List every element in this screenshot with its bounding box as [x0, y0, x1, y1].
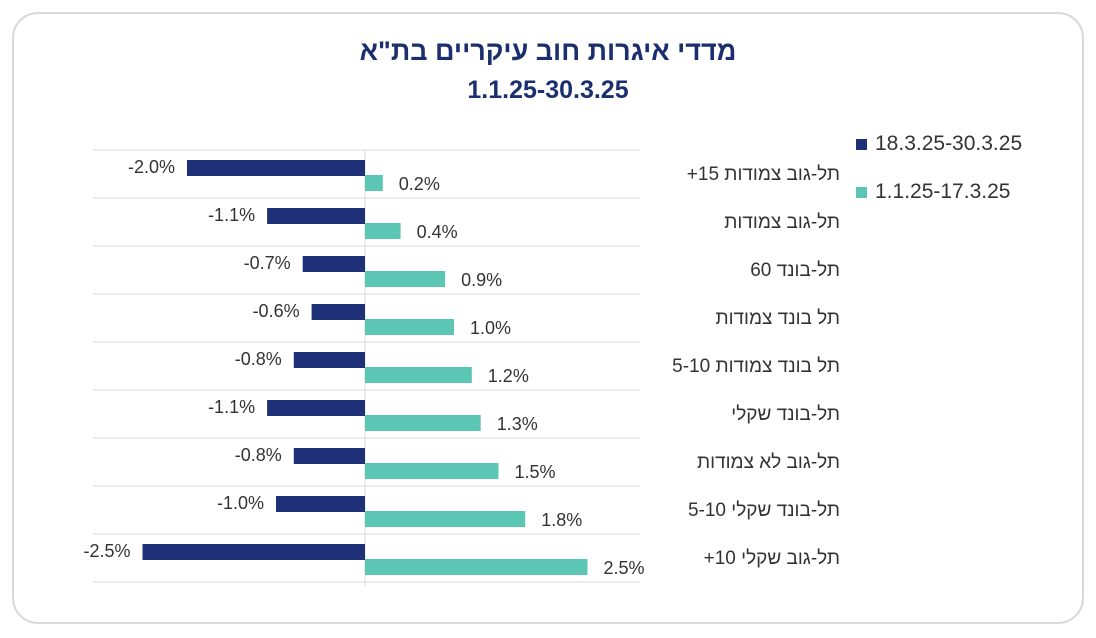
category-label: תל-בונד שקלי 5-10 [688, 500, 840, 521]
bar-series-1 [293, 448, 365, 464]
bar-series-1 [276, 496, 365, 512]
legend-swatch-1 [856, 138, 867, 150]
chart-subtitle: 1.1.25-30.3.25 [467, 76, 629, 104]
bar-series-2 [365, 319, 454, 335]
data-label-series-1: -2.5% [83, 541, 130, 561]
bar-series-1 [142, 544, 365, 560]
data-label-series-1: -1.1% [208, 205, 255, 225]
data-label-series-1: -1.1% [208, 397, 255, 417]
legend-label-2: 1.1.25-17.3.25 [875, 180, 1011, 203]
bar-series-2 [365, 511, 526, 527]
data-label-series-2: 0.2% [399, 174, 440, 194]
data-label-series-2: 1.5% [515, 462, 556, 482]
bar-series-1 [267, 400, 365, 416]
bar-series-2 [365, 223, 401, 239]
bar-series-2 [365, 559, 588, 575]
legend-swatch-2 [856, 186, 867, 198]
bar-series-1 [187, 160, 365, 176]
category-label: תל-גוב צמודות [724, 212, 840, 233]
bar-series-1 [267, 208, 365, 224]
category-label: תל בונד צמודות [715, 308, 840, 329]
data-label-series-1: -0.8% [235, 349, 282, 369]
legend-item-series-1: 18.3.25-30.3.25 [856, 132, 1022, 156]
data-label-series-2: 1.2% [488, 366, 529, 386]
category-label: תל-גוב צמודות 15+ [687, 164, 840, 185]
bar-series-1 [302, 256, 365, 272]
data-label-series-2: 2.5% [604, 558, 645, 578]
bar-series-2 [365, 175, 383, 191]
legend-item-series-2: 1.1.25-17.3.25 [856, 180, 1010, 204]
category-label: תל-בונד 60 [750, 260, 840, 281]
data-label-series-1: -1.0% [217, 493, 264, 513]
bar-series-2 [365, 415, 481, 431]
bar-series-2 [365, 271, 446, 287]
data-label-series-1: -0.7% [244, 253, 291, 273]
data-label-series-2: 0.9% [461, 270, 502, 290]
data-label-series-1: -0.8% [235, 445, 282, 465]
chart-title: מדדי איגרות חוב עיקריים בת"א [359, 36, 737, 66]
category-label: תל-גוב לא צמודות [697, 452, 840, 473]
category-label: תל-גוב שקלי 10+ [704, 548, 840, 569]
chart-card [12, 12, 1084, 624]
data-label-series-2: 1.8% [541, 510, 582, 530]
category-label: תל בונד צמודות 5-10 [672, 356, 840, 377]
bar-series-2 [365, 463, 499, 479]
category-label: תל-בונד שקלי [731, 404, 840, 425]
data-label-series-2: 1.3% [497, 414, 538, 434]
legend-label-1: 18.3.25-30.3.25 [875, 132, 1023, 155]
data-label-series-1: -2.0% [128, 157, 175, 177]
data-label-series-1: -0.6% [253, 301, 300, 321]
bar-series-1 [311, 304, 365, 320]
bar-series-2 [365, 367, 472, 383]
data-label-series-2: 1.0% [470, 318, 511, 338]
bar-series-1 [293, 352, 365, 368]
data-label-series-2: 0.4% [417, 222, 458, 242]
